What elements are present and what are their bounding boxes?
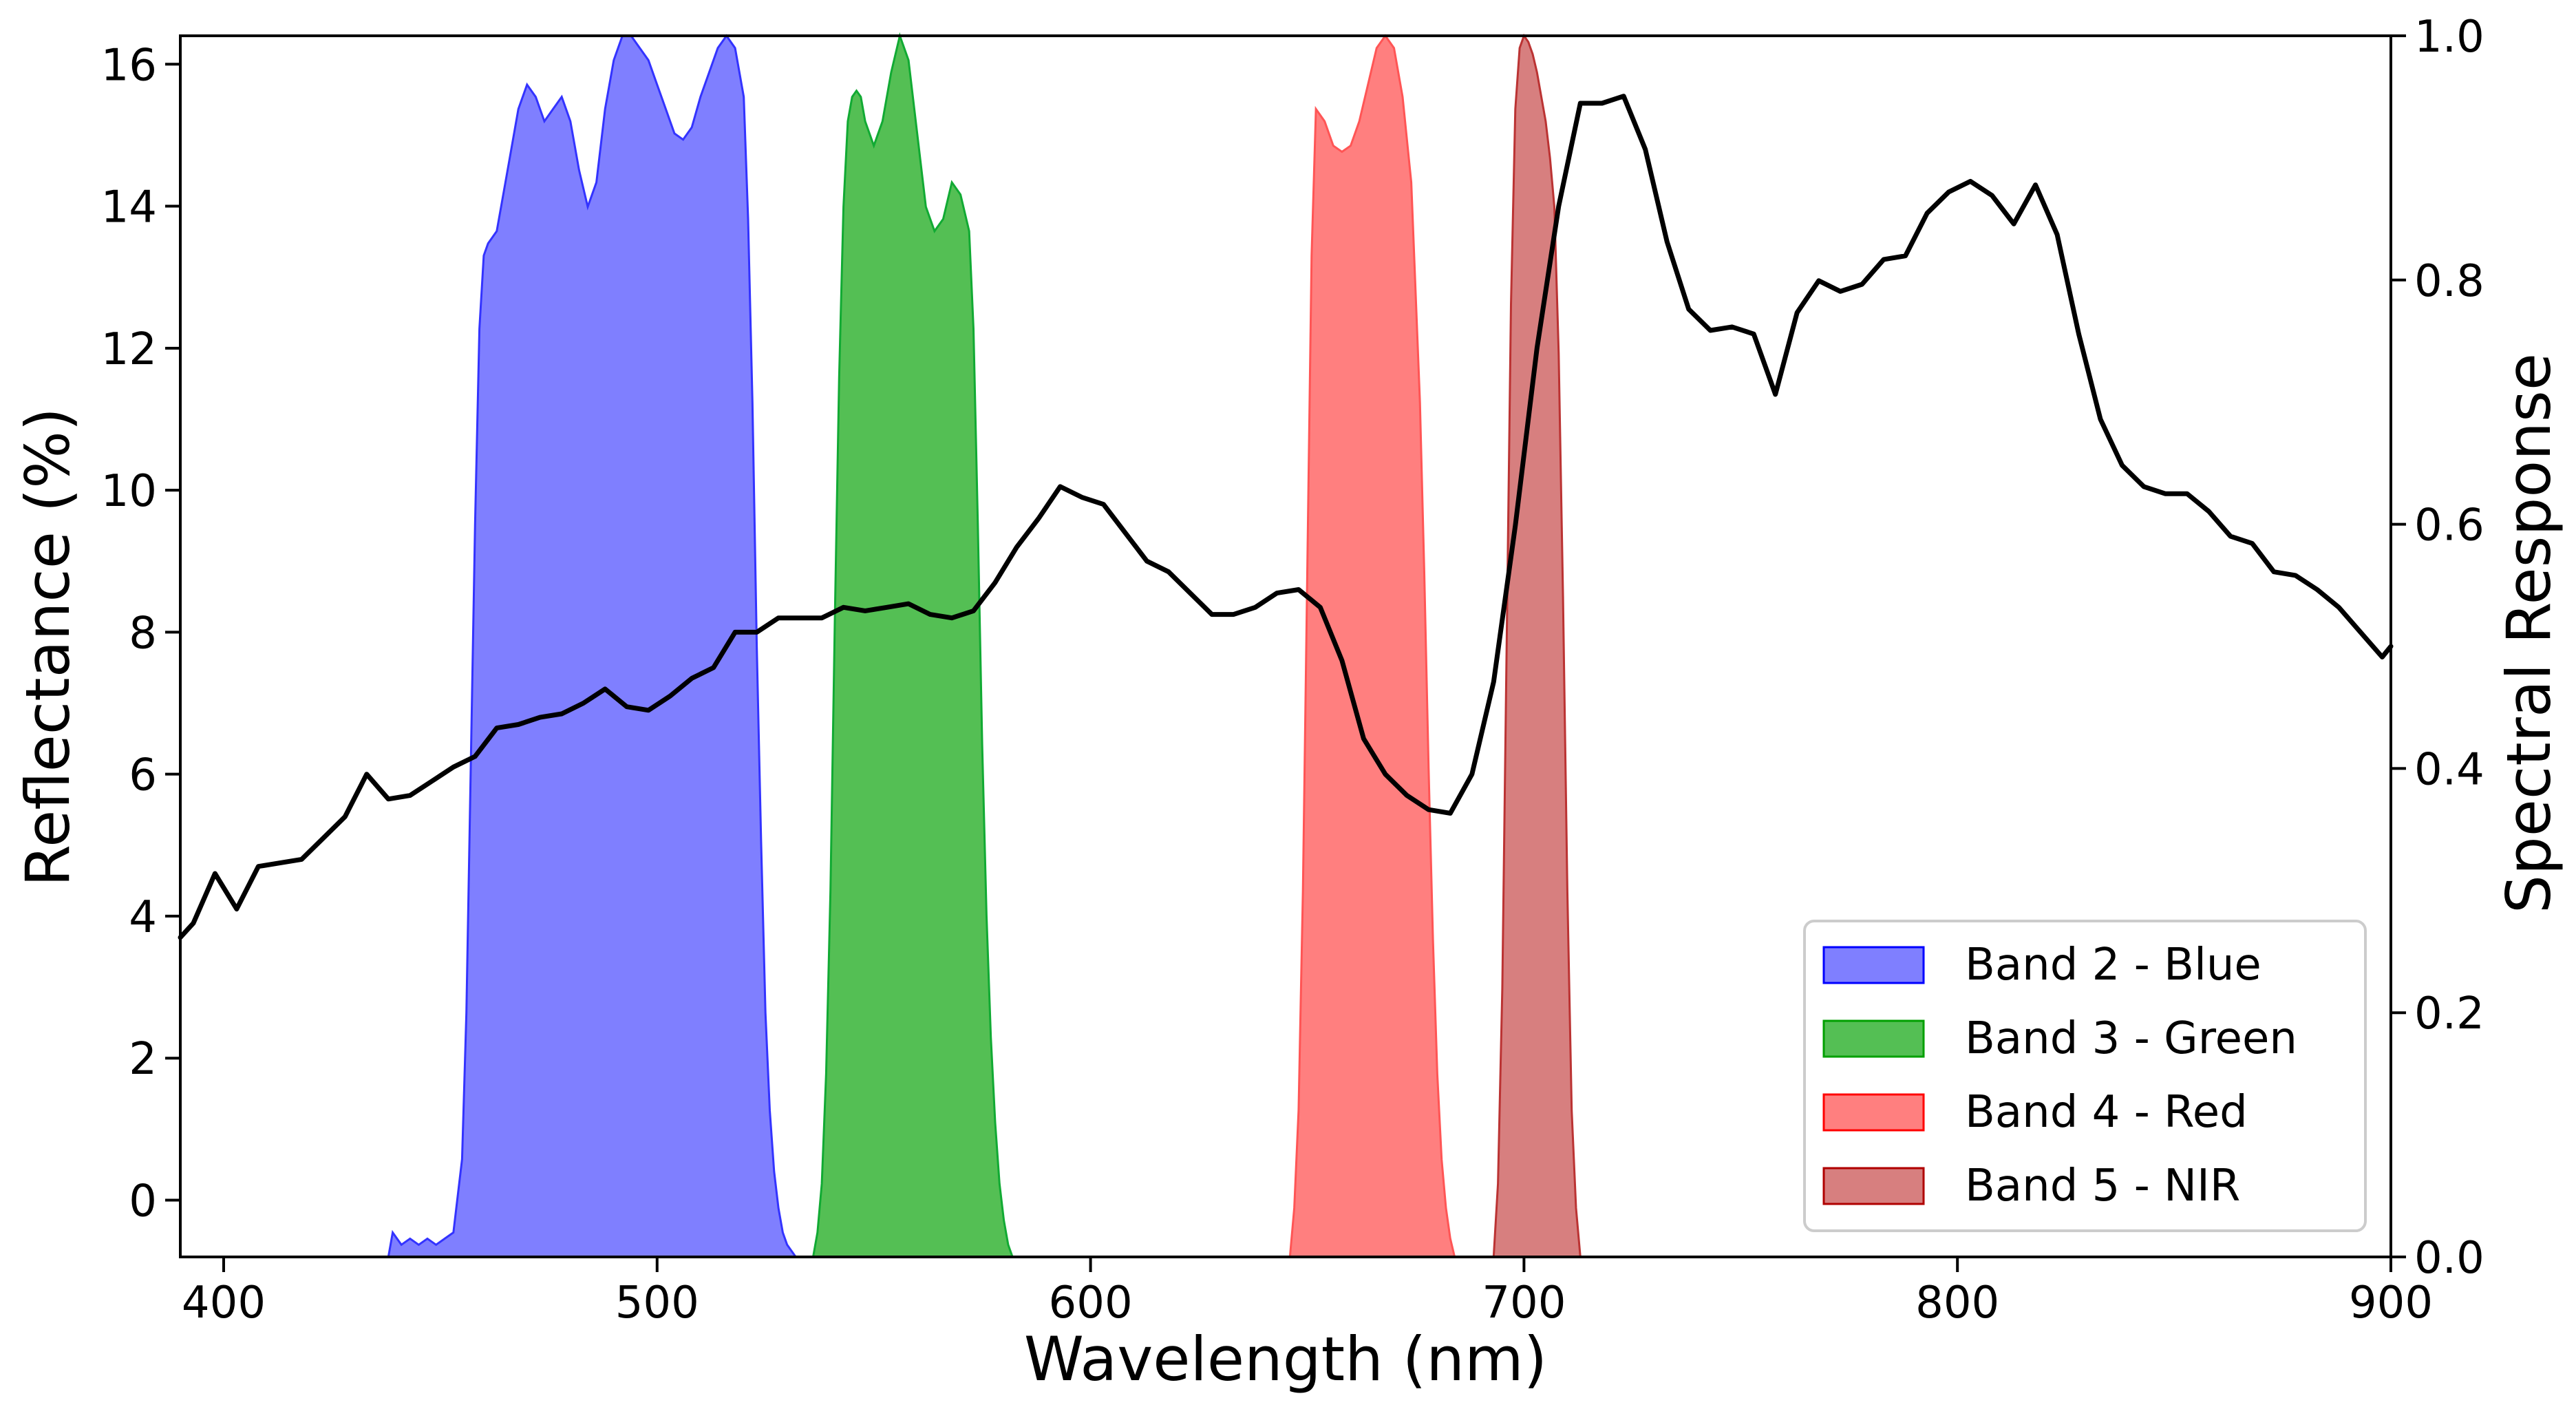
x-tick-label: 700: [1482, 1278, 1566, 1329]
x-tick-label: 800: [1915, 1278, 1999, 1329]
legend-label-green: Band 3 - Green: [1965, 1013, 2297, 1064]
band-area-nir: [1492, 33, 1582, 1258]
y-left-tick-label: 10: [101, 466, 157, 517]
legend-label-blue: Band 2 - Blue: [1965, 940, 2261, 991]
x-tick-label: 400: [182, 1278, 266, 1329]
legend-box: [1803, 920, 2367, 1232]
legend: Band 2 - Blue Band 3 - Green Band 4 - Re…: [1803, 920, 2367, 1232]
y-left-tick-label: 0: [129, 1176, 157, 1227]
y-axis-right-title: Spectral Response: [2493, 353, 2564, 913]
legend-swatch-red: [1822, 1093, 1925, 1132]
y-right-tick-label: 0.0: [2414, 1233, 2484, 1284]
y-left-tick-label: 14: [101, 182, 157, 233]
legend-swatch-nir: [1822, 1167, 1925, 1205]
legend-swatch-green: [1822, 1019, 1925, 1058]
y-right-tick-label: 0.4: [2414, 744, 2484, 795]
y-right-tick-label: 0.8: [2414, 256, 2484, 307]
y-right-tick-label: 0.2: [2414, 988, 2484, 1039]
y-right-tick-label: 1.0: [2414, 12, 2484, 63]
legend-item-blue: Band 2 - Blue: [1822, 940, 2261, 991]
axis-ticks: 400 500 600 700 800 900 0 2 4 6 8 10 12 14 16 0.0 0.2 0.4…: [101, 12, 2484, 1329]
plot-frame: [179, 34, 2392, 1258]
band-area-blue: [387, 34, 798, 1258]
legend-item-red: Band 4 - Red: [1822, 1087, 2248, 1138]
legend-label-nir: Band 5 - NIR: [1965, 1161, 2240, 1212]
y-right-tick-label: 0.6: [2414, 500, 2484, 551]
legend-item-nir: Band 5 - NIR: [1822, 1161, 2240, 1212]
y-left-tick-label: 2: [129, 1034, 157, 1085]
legend-label-red: Band 4 - Red: [1965, 1087, 2248, 1138]
y-left-tick-label: 4: [129, 892, 157, 943]
y-axis-left-title: Reflectance (%): [12, 408, 83, 887]
x-tick-label: 500: [615, 1278, 699, 1329]
x-axis-title: Wavelength (nm): [1024, 1324, 1547, 1395]
y-left-tick-label: 8: [129, 608, 157, 659]
band-area-green: [811, 32, 1014, 1258]
y-left-tick-label: 6: [129, 750, 157, 801]
band-area-red: [1288, 34, 1456, 1258]
y-left-tick-label: 12: [101, 324, 157, 375]
band-areas: [387, 32, 1582, 1258]
reflectance-line-layer: [178, 94, 2394, 940]
legend-swatch-blue: [1822, 946, 1925, 984]
legend-item-green: Band 3 - Green: [1822, 1013, 2297, 1064]
x-tick-label: 900: [2349, 1278, 2433, 1329]
reflectance-line: [178, 94, 2394, 940]
x-tick-label: 600: [1049, 1278, 1133, 1329]
y-left-tick-label: 16: [101, 40, 157, 91]
